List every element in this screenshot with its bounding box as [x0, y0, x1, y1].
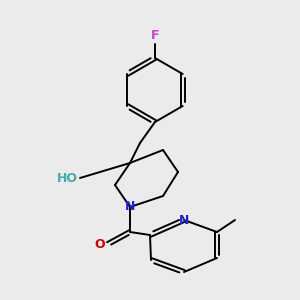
Text: F: F	[151, 29, 159, 42]
Text: N: N	[179, 214, 189, 226]
Text: HO: HO	[57, 172, 78, 184]
Text: O: O	[94, 238, 105, 251]
Text: N: N	[125, 200, 135, 214]
